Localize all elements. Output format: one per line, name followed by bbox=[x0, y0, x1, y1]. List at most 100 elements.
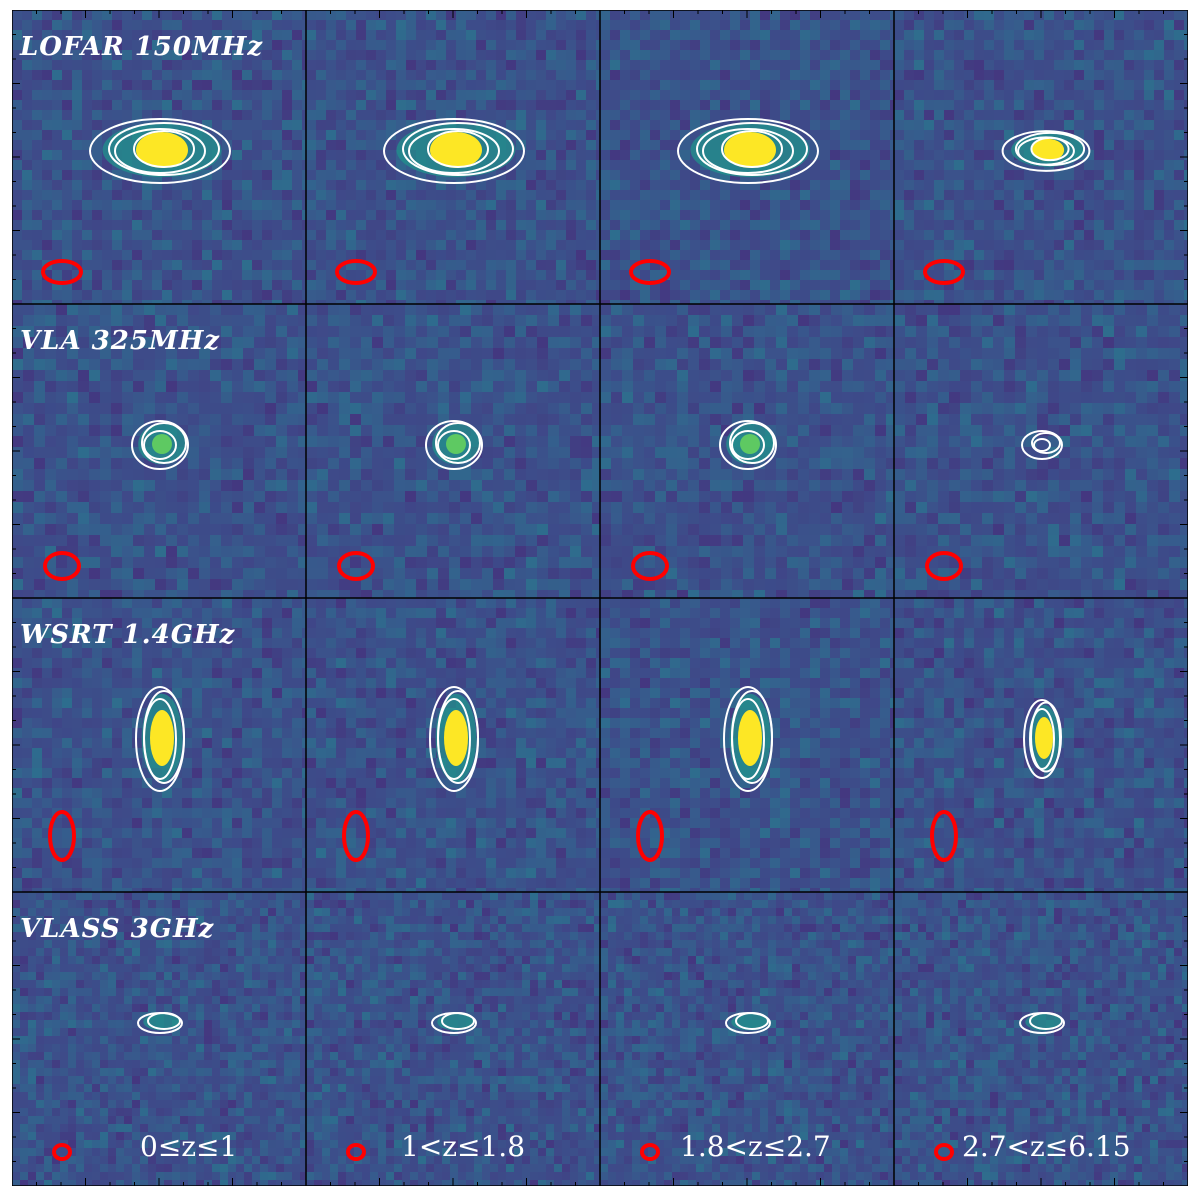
radio-map bbox=[306, 10, 600, 304]
radio-map bbox=[306, 304, 600, 598]
source-peak bbox=[446, 434, 466, 454]
flux-contour bbox=[441, 1012, 475, 1030]
flux-contour bbox=[427, 130, 489, 168]
flux-contour bbox=[133, 130, 195, 168]
flux-contour bbox=[108, 122, 220, 176]
radio-map bbox=[894, 10, 1188, 304]
radio-map bbox=[600, 10, 894, 304]
stack-panel bbox=[894, 598, 1188, 892]
stacked-image-grid: LOFAR 150MHz VLA 325MHz WSRT 1.4GHz VLASS 3… bbox=[12, 10, 1188, 1186]
beam-ellipse bbox=[934, 1143, 954, 1161]
flux-contour bbox=[143, 430, 177, 460]
radio-map bbox=[600, 892, 894, 1186]
flux-contour bbox=[114, 128, 206, 174]
flux-contour bbox=[1001, 130, 1091, 172]
beam-ellipse bbox=[346, 1143, 366, 1161]
beam-ellipse bbox=[640, 1143, 660, 1161]
flux-contour bbox=[1033, 438, 1051, 452]
source-peak bbox=[1031, 138, 1065, 162]
survey-label: LOFAR 150MHz bbox=[20, 32, 264, 62]
flux-contour bbox=[1021, 430, 1063, 460]
source-peak bbox=[150, 710, 174, 766]
stack-panel: WSRT 1.4GHz bbox=[12, 598, 306, 892]
survey-label: VLASS 3GHz bbox=[20, 914, 215, 944]
source-peak bbox=[136, 132, 188, 168]
flux-contour bbox=[677, 118, 819, 184]
stack-panel bbox=[894, 10, 1188, 304]
radio-map bbox=[306, 892, 600, 1186]
radio-map bbox=[12, 598, 306, 892]
redshift-range-label: 1<z≤1.8 bbox=[401, 1130, 526, 1163]
stack-panel: LOFAR 150MHz bbox=[12, 10, 306, 304]
flux-contour bbox=[721, 130, 783, 168]
flux-contour bbox=[437, 698, 471, 780]
beam-ellipse bbox=[342, 810, 370, 862]
flux-contour bbox=[435, 422, 481, 464]
flux-contour bbox=[731, 430, 765, 460]
source-peak bbox=[724, 132, 776, 168]
redshift-range-label: 1.8<z≤2.7 bbox=[680, 1130, 831, 1163]
flux-contour bbox=[141, 422, 187, 464]
flux-contour bbox=[731, 698, 765, 780]
stack-panel: 2.7<z≤6.15 bbox=[894, 892, 1188, 1186]
stack-panel bbox=[894, 304, 1188, 598]
redshift-range-label: 0≤z≤1 bbox=[140, 1130, 238, 1163]
stack-panel bbox=[600, 10, 894, 304]
flux-contour bbox=[696, 122, 808, 176]
flux-contour bbox=[1029, 1012, 1063, 1030]
radio-map bbox=[894, 892, 1188, 1186]
beam-ellipse bbox=[48, 810, 76, 862]
flux-contour bbox=[719, 420, 777, 470]
redshift-range-label: 2.7<z≤6.15 bbox=[962, 1130, 1131, 1163]
stack-panel bbox=[306, 598, 600, 892]
stack-panel bbox=[600, 598, 894, 892]
radio-map bbox=[894, 598, 1188, 892]
flux-contour bbox=[143, 698, 177, 780]
beam-ellipse bbox=[629, 259, 671, 285]
flux-contour bbox=[1030, 136, 1070, 162]
radio-map bbox=[12, 10, 306, 304]
stack-panel: VLASS 3GHz 0≤z≤1 bbox=[12, 892, 306, 1186]
stack-panel bbox=[306, 10, 600, 304]
flux-contour bbox=[437, 430, 471, 460]
stack-panel: 1.8<z≤2.7 bbox=[600, 892, 894, 1186]
stack-panel bbox=[306, 304, 600, 598]
flux-contour bbox=[147, 1012, 181, 1030]
beam-ellipse bbox=[337, 551, 375, 581]
radio-map bbox=[600, 598, 894, 892]
radio-map bbox=[306, 598, 600, 892]
beam-ellipse bbox=[41, 259, 83, 285]
beam-ellipse bbox=[52, 1143, 72, 1161]
flux-contour bbox=[383, 118, 525, 184]
beam-ellipse bbox=[923, 259, 965, 285]
radio-map bbox=[600, 304, 894, 598]
beam-ellipse bbox=[925, 551, 963, 581]
beam-ellipse bbox=[636, 810, 664, 862]
beam-ellipse bbox=[335, 259, 377, 285]
flux-contour bbox=[408, 128, 500, 174]
stack-panel: VLA 325MHz bbox=[12, 304, 306, 598]
flux-contour bbox=[425, 420, 483, 470]
flux-contour bbox=[729, 422, 775, 464]
source-peak bbox=[1035, 717, 1053, 759]
flux-contour bbox=[1029, 708, 1055, 770]
source-peak bbox=[740, 434, 760, 454]
flux-contour bbox=[1031, 432, 1061, 454]
source-peak bbox=[430, 132, 482, 168]
beam-ellipse bbox=[631, 551, 669, 581]
radio-map bbox=[12, 892, 306, 1186]
radio-map bbox=[12, 304, 306, 598]
source-peak bbox=[444, 710, 468, 766]
survey-label: WSRT 1.4GHz bbox=[20, 620, 236, 650]
radio-map bbox=[894, 304, 1188, 598]
flux-contour bbox=[735, 1012, 769, 1030]
beam-ellipse bbox=[930, 810, 958, 862]
source-peak bbox=[152, 434, 172, 454]
stack-panel bbox=[600, 304, 894, 598]
flux-contour bbox=[89, 118, 231, 184]
flux-contour bbox=[131, 420, 189, 470]
flux-contour bbox=[702, 128, 794, 174]
beam-ellipse bbox=[43, 551, 81, 581]
source-peak bbox=[738, 710, 762, 766]
stack-panel: 1<z≤1.8 bbox=[306, 892, 600, 1186]
